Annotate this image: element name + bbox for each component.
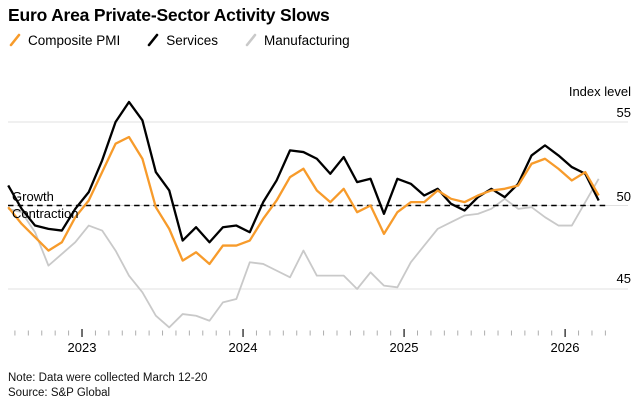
- series-line-manufacturing: [7, 178, 600, 329]
- legend-item-label: Manufacturing: [264, 32, 350, 48]
- ytick-label-55: 55: [617, 105, 631, 120]
- series-lines-back: [7, 178, 600, 329]
- chart-legend: Composite PMI Services Manufacturing: [8, 32, 350, 48]
- source-text: Source: S&P Global: [8, 386, 111, 399]
- year-label-2025: 2025: [390, 340, 419, 355]
- series-line-services: [7, 100, 600, 244]
- note-text: Note: Data were collected March 12-20: [8, 372, 208, 384]
- series-lines-front: [7, 100, 600, 266]
- year-label-2023: 2023: [68, 340, 97, 355]
- legend-slash-icon: [9, 33, 21, 47]
- legend-slash-icon: [147, 33, 159, 47]
- chart-title: Euro Area Private-Sector Activity Slows: [8, 5, 330, 25]
- year-label-2024: 2024: [229, 340, 258, 355]
- chart-notes: Note: Data were collected March 12-20 So…: [8, 371, 207, 400]
- year-label-2026: 2026: [551, 340, 580, 355]
- x-axis-ticks: [14, 329, 606, 337]
- ytick-label-45: 45: [617, 271, 631, 286]
- contraction-label: Contraction: [12, 206, 78, 221]
- legend-item-label: Services: [166, 32, 219, 48]
- legend-item-composite-pmi: Composite PMI: [8, 32, 120, 48]
- legend-item-label: Composite PMI: [28, 32, 121, 48]
- ytick-label-50: 50: [617, 189, 631, 204]
- index-level-label: Index level: [569, 84, 631, 99]
- series-line-composite-pmi: [7, 135, 600, 266]
- growth-label: Growth: [12, 189, 54, 204]
- legend-slash-icon: [245, 33, 257, 47]
- legend-item-services: Services: [146, 32, 218, 48]
- legend-item-manufacturing: Manufacturing: [244, 32, 350, 48]
